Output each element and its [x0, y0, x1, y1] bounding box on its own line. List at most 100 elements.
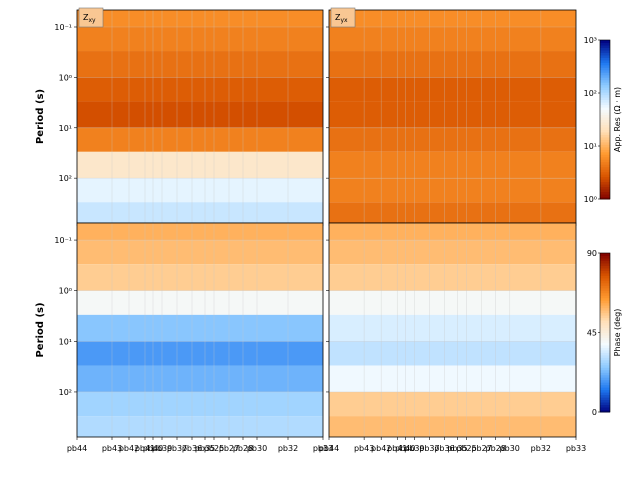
colorbar-cell: [600, 40, 610, 43]
colorbar-cell: [600, 255, 610, 259]
heat-cell: [77, 101, 323, 128]
heat-cell: [77, 365, 323, 392]
heat-cell: [329, 290, 576, 315]
heat-cell: [77, 151, 323, 179]
colorbar-cell: [600, 325, 610, 329]
panel-frame: [76, 222, 324, 438]
colorbar-cell: [600, 42, 610, 46]
colorbar-cell: [600, 272, 610, 276]
colorbar-cell: [600, 349, 610, 353]
heat-cell: [77, 341, 323, 366]
x-tick-label: pb43: [102, 444, 122, 453]
x-tick-label: pb35: [447, 444, 467, 453]
y-tick-label: 10²: [59, 388, 72, 397]
x-tick-label: pb28: [233, 444, 253, 453]
colorbar-cell: [600, 310, 610, 314]
colorbar-cell: [600, 129, 610, 133]
colorbar-cell: [600, 409, 610, 413]
colorbar-cell: [600, 267, 610, 271]
panel-label-box: [78, 7, 104, 28]
colorbar-cell: [600, 369, 610, 373]
colorbar-cell: [600, 134, 610, 138]
x-tick-label: pb30: [247, 444, 267, 453]
heat-cell: [329, 178, 576, 203]
colorbar-cell: [600, 89, 610, 93]
x-tick-label: pb30: [500, 444, 520, 453]
y-tick-label: 10¹: [59, 337, 72, 346]
colorbar-cell: [600, 82, 610, 86]
colorbar-cell: [600, 189, 610, 193]
colorbar-cell: [600, 342, 610, 346]
colorbar-cell: [600, 374, 610, 378]
colorbar-cell: [600, 253, 610, 256]
colorbar-cell: [600, 379, 610, 383]
colorbar-cell: [600, 262, 610, 266]
colorbar-cell: [600, 112, 610, 116]
heat-cell: [329, 240, 576, 265]
heat-cell: [329, 51, 576, 78]
panel-frame: [328, 222, 577, 438]
colorbar-cell: [600, 277, 610, 281]
y-tick-label: 10¹: [59, 124, 72, 133]
x-tick-label: pb43: [354, 444, 374, 453]
colorbar-cell: [600, 402, 610, 406]
colorbar-cell: [600, 47, 610, 51]
colorbar-cell: [600, 64, 610, 68]
heat-cell: [329, 391, 576, 417]
colorbar-cell: [600, 332, 610, 336]
colorbar-cell: [600, 322, 610, 326]
heat-cell: [329, 314, 576, 342]
colorbar-cell: [600, 174, 610, 178]
colorbar-cell: [600, 382, 610, 386]
x-tick-label: pb44: [319, 444, 339, 453]
heat-cell: [77, 10, 323, 27]
y-tick-label: 10²: [59, 174, 72, 183]
x-tick-label: pb27: [219, 444, 239, 453]
colorbar-cell: [600, 387, 610, 391]
y-tick-label: 10⁰: [59, 73, 72, 82]
colorbar-cell: [600, 114, 610, 118]
colorbar-cell: [600, 117, 610, 120]
colorbar-cell: [600, 159, 610, 163]
heat-cell: [329, 202, 576, 223]
heat-cell: [329, 416, 576, 437]
colorbar-cell: [600, 307, 610, 311]
colorbar-cell: [600, 104, 610, 108]
colorbar-cell: [600, 144, 610, 148]
colorbar-tick-label: 10²: [584, 89, 597, 98]
colorbar-cell: [600, 79, 610, 83]
panel-label-box: [330, 7, 356, 28]
colorbar-cell: [600, 179, 610, 183]
x-tick-label: pb41: [135, 444, 155, 453]
x-tick-label: pb32: [531, 444, 551, 453]
colorbar-cell: [600, 334, 610, 338]
colorbar-cell: [600, 109, 610, 113]
panel-label-sub: xy: [88, 17, 96, 24]
x-tick-label: pb39: [404, 444, 424, 453]
colorbar-cell: [600, 285, 610, 289]
colorbar-tick-label: 10¹: [584, 142, 597, 151]
colorbar-tick-label: 10³: [584, 36, 597, 45]
colorbar-cell: [600, 156, 610, 160]
heat-cell: [329, 77, 576, 102]
colorbar-cell: [600, 67, 610, 71]
colorbar-cell: [600, 166, 610, 170]
colorbar-tick-label: 0: [592, 408, 597, 417]
colorbar-cell: [600, 107, 610, 111]
heat-cell: [329, 151, 576, 179]
colorbar-cell: [600, 139, 610, 143]
y-tick-label: 10⁻¹: [54, 236, 72, 245]
colorbar-cell: [600, 181, 610, 185]
x-tick-label: pb36: [182, 444, 202, 453]
heat-cell: [77, 77, 323, 102]
colorbar-cell: [600, 372, 610, 376]
colorbar-label: App. Res (Ω · m): [613, 87, 622, 152]
panel-label-sub: yx: [340, 17, 348, 24]
colorbar-cell: [600, 315, 610, 319]
colorbar-cell: [600, 337, 610, 341]
colorbar-cell: [600, 364, 610, 368]
colorbar-cell: [600, 62, 610, 66]
colorbar-cell: [600, 292, 610, 296]
colorbar-cell: [600, 102, 610, 106]
colorbar-cell: [600, 339, 610, 343]
